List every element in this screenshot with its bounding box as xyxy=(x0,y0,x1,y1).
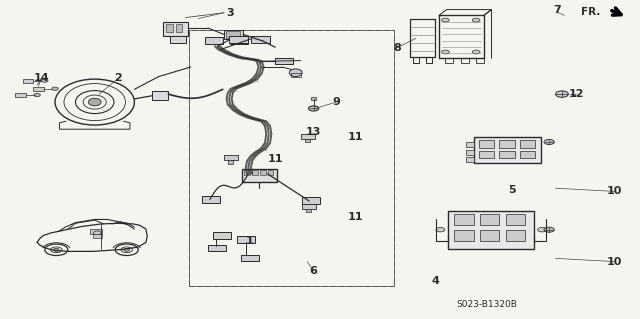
Circle shape xyxy=(544,139,554,145)
Text: FR.: FR. xyxy=(581,7,600,17)
Bar xyxy=(520,140,535,148)
Bar xyxy=(260,170,266,175)
Text: 8: 8 xyxy=(393,43,401,53)
Bar xyxy=(170,36,186,43)
Circle shape xyxy=(472,50,480,54)
Circle shape xyxy=(442,50,449,54)
Ellipse shape xyxy=(88,98,101,106)
Circle shape xyxy=(538,227,547,232)
Bar xyxy=(229,36,248,43)
Bar xyxy=(448,211,534,249)
Bar xyxy=(152,91,168,100)
Circle shape xyxy=(436,227,445,232)
Bar xyxy=(499,151,515,158)
Text: 13: 13 xyxy=(306,127,321,137)
Bar xyxy=(302,197,320,204)
Bar xyxy=(230,37,248,44)
Bar xyxy=(237,236,255,243)
Bar xyxy=(33,87,44,91)
Bar xyxy=(302,204,316,209)
Bar xyxy=(226,31,240,38)
Text: 6: 6 xyxy=(310,266,317,276)
Bar xyxy=(251,36,270,43)
Text: 14: 14 xyxy=(34,73,49,83)
Bar xyxy=(202,196,220,203)
Bar xyxy=(454,214,474,225)
Text: 9: 9 xyxy=(332,97,340,107)
Bar xyxy=(176,24,182,32)
Text: S023-B1320B: S023-B1320B xyxy=(456,300,517,309)
Circle shape xyxy=(124,249,129,251)
Bar xyxy=(479,151,494,158)
Circle shape xyxy=(53,249,59,251)
Bar xyxy=(208,245,226,251)
Bar xyxy=(15,93,26,97)
Text: 10: 10 xyxy=(607,186,622,197)
Bar xyxy=(499,140,515,148)
Bar xyxy=(163,22,188,36)
Bar xyxy=(480,214,499,225)
Bar xyxy=(189,30,394,286)
Circle shape xyxy=(544,227,554,232)
Bar xyxy=(23,79,33,83)
Bar xyxy=(241,255,259,261)
Text: 11: 11 xyxy=(348,132,363,142)
Text: 1: 1 xyxy=(246,236,253,246)
Bar xyxy=(93,234,102,238)
Text: 2: 2 xyxy=(115,73,122,83)
Bar xyxy=(466,157,474,162)
Bar xyxy=(479,140,494,148)
Bar xyxy=(466,150,474,155)
Bar xyxy=(311,97,316,100)
Text: 3: 3 xyxy=(227,8,234,18)
Bar xyxy=(224,155,238,160)
Bar xyxy=(301,134,315,139)
Ellipse shape xyxy=(289,69,302,77)
Bar xyxy=(480,230,499,241)
Bar xyxy=(306,209,311,212)
Bar xyxy=(228,160,233,164)
Bar xyxy=(520,151,535,158)
Text: 12: 12 xyxy=(568,89,584,99)
Bar xyxy=(506,230,525,241)
Bar xyxy=(244,170,250,175)
Bar xyxy=(454,230,474,241)
Bar xyxy=(252,170,258,175)
Bar xyxy=(166,24,173,32)
Text: 11: 11 xyxy=(348,212,363,222)
Bar xyxy=(474,137,541,163)
Bar xyxy=(305,139,310,142)
Circle shape xyxy=(34,93,40,97)
Circle shape xyxy=(52,87,58,90)
Bar xyxy=(205,37,223,44)
Bar xyxy=(213,232,231,239)
Bar xyxy=(275,58,293,64)
Text: 7: 7 xyxy=(553,4,561,15)
Bar xyxy=(268,170,273,175)
Circle shape xyxy=(308,106,319,111)
Text: 10: 10 xyxy=(607,256,622,267)
Circle shape xyxy=(442,18,449,22)
Text: 11: 11 xyxy=(268,154,283,165)
Bar xyxy=(90,229,102,234)
Circle shape xyxy=(472,18,480,22)
Bar xyxy=(466,142,474,147)
Bar xyxy=(242,169,277,182)
Bar xyxy=(224,30,243,39)
Circle shape xyxy=(42,79,48,82)
Bar xyxy=(189,30,394,286)
Text: 4: 4 xyxy=(431,276,439,286)
Bar xyxy=(291,73,301,77)
Text: 5: 5 xyxy=(508,185,516,195)
Bar xyxy=(506,214,525,225)
Circle shape xyxy=(556,91,568,97)
